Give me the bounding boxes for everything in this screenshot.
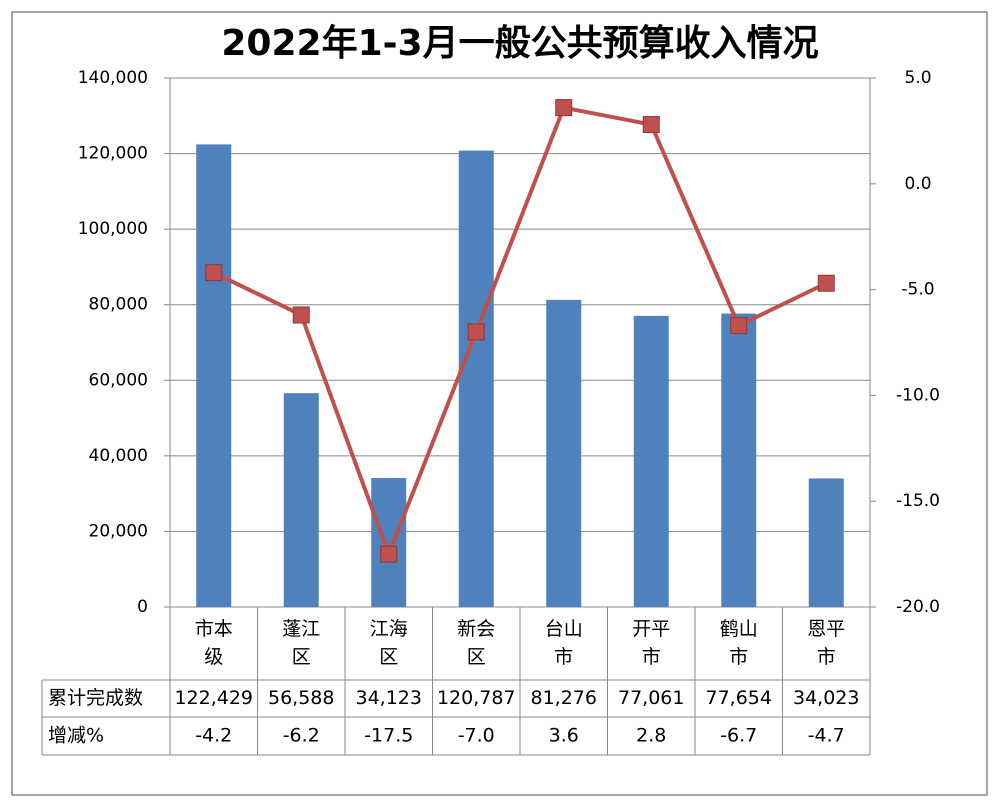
x-tick-label: 开平市: [632, 618, 671, 668]
table-cell: 34,023: [793, 687, 859, 709]
y-tick-label: 20,000: [89, 521, 148, 541]
bar: [196, 144, 232, 607]
chart-border: [11, 11, 988, 796]
x-tick-label: 台山市: [544, 618, 583, 668]
bar: [808, 478, 844, 607]
y-tick-label: 60,000: [89, 370, 148, 390]
y2-tick-label: 5.0: [904, 68, 931, 88]
y2-tick-label: -5.0: [901, 280, 934, 300]
bar: [633, 315, 669, 607]
marker: [642, 116, 660, 134]
y2-tick-label: -15.0: [896, 491, 940, 511]
marker: [380, 545, 398, 563]
x-tick-label: 蓬江区: [282, 618, 321, 668]
marker: [467, 323, 485, 341]
table-row-header: 增减%: [48, 725, 104, 747]
table-cell: 2.8: [636, 725, 666, 747]
bar: [371, 478, 407, 607]
x-tick-label: 江海区: [369, 618, 408, 668]
marker: [730, 317, 748, 335]
x-tick-label: 新会区: [457, 618, 496, 668]
table-cell: 122,429: [174, 687, 253, 709]
y-tick-label: 0: [137, 597, 148, 617]
table-cell: 81,276: [531, 687, 597, 709]
bar: [546, 299, 582, 607]
table-cell: 56,588: [268, 687, 334, 709]
bar: [283, 393, 319, 607]
table-cell: 3.6: [549, 725, 579, 747]
marker: [292, 306, 310, 324]
x-tick-label: 鹤山市: [719, 618, 758, 668]
y-tick-label: 40,000: [89, 446, 148, 466]
bar: [721, 313, 757, 607]
x-tick-label: 恩平市: [807, 618, 846, 668]
table-cell: -4.2: [195, 725, 232, 747]
chart-title: 2022年1-3月一般公共预算收入情况: [221, 23, 818, 64]
y-tick-label: 100,000: [78, 219, 148, 239]
table-cell: 77,654: [706, 687, 772, 709]
marker: [555, 99, 573, 117]
y-tick-label: 120,000: [78, 144, 148, 164]
table-cell: -4.7: [808, 725, 845, 747]
bar: [458, 150, 494, 607]
table-row-header: 累计完成数: [48, 687, 143, 709]
y2-tick-label: -20.0: [896, 597, 940, 617]
y-tick-label: 80,000: [89, 295, 148, 315]
y-tick-label: 140,000: [78, 68, 148, 88]
table-cell: -6.7: [720, 725, 757, 747]
table-cell: 120,787: [437, 687, 516, 709]
marker: [817, 274, 835, 292]
y2-tick-label: 0.0: [904, 174, 931, 194]
y2-tick-label: -10.0: [896, 385, 940, 405]
table-cell: -6.2: [283, 725, 320, 747]
x-tick-label: 市本级: [194, 618, 233, 668]
table-cell: -17.5: [364, 725, 413, 747]
table-cell: -7.0: [458, 725, 495, 747]
marker: [205, 264, 223, 282]
table-cell: 34,123: [356, 687, 422, 709]
table-cell: 77,061: [618, 687, 684, 709]
line: [212, 105, 828, 560]
